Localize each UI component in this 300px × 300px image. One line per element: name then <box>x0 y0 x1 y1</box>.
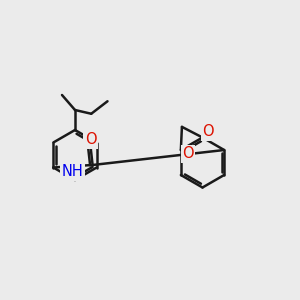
Text: O: O <box>85 133 96 148</box>
Text: O: O <box>182 146 194 161</box>
Text: NH: NH <box>62 164 83 179</box>
Text: O: O <box>202 124 214 140</box>
